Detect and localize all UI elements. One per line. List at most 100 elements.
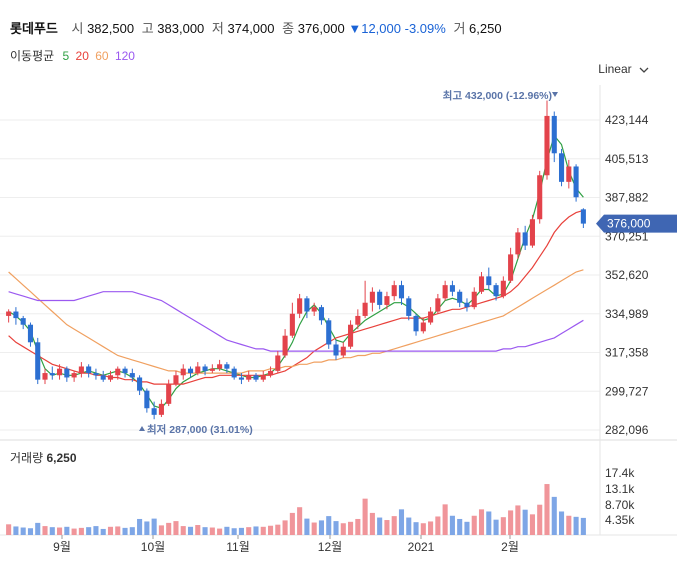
candle-body xyxy=(180,368,186,376)
y-tick-label: 282,096 xyxy=(605,423,649,437)
candle-body xyxy=(522,232,528,246)
volume-bar xyxy=(195,525,201,535)
volume-bar xyxy=(209,527,215,535)
candle-body xyxy=(442,285,448,299)
candle-body xyxy=(318,307,325,321)
ma-5-legend[interactable]: 5 xyxy=(62,49,70,63)
volume-bar xyxy=(166,522,172,535)
volume-bar xyxy=(202,527,208,535)
candle-body xyxy=(42,373,48,380)
candle-body xyxy=(282,335,288,356)
ma-120-legend[interactable]: 120 xyxy=(114,49,135,63)
volume-tick-label: 17.4k xyxy=(605,466,635,480)
volume-bar xyxy=(107,526,114,535)
ma-60-legend[interactable]: 60 xyxy=(95,49,109,63)
volume-title-value: 6,250 xyxy=(46,451,76,465)
volume-bar xyxy=(115,526,121,535)
volume-bar xyxy=(224,526,230,535)
volume-bar xyxy=(173,521,179,535)
candle-body xyxy=(391,285,397,297)
volume-tick-label: 13.1k xyxy=(605,482,635,496)
volume-bar xyxy=(566,515,572,535)
high-label: 고 xyxy=(141,21,154,36)
min-pointer-icon xyxy=(139,426,145,431)
candle-body xyxy=(35,342,41,380)
volume-bar xyxy=(522,509,528,535)
candle-body xyxy=(384,296,390,305)
candle-body xyxy=(406,298,412,316)
current-price-label: 376,000 xyxy=(607,217,651,231)
volume-bar xyxy=(57,527,63,535)
volume-bar xyxy=(289,512,295,535)
candle-body xyxy=(187,368,194,374)
candle-body xyxy=(151,408,157,415)
volume-tick-label: 8.70k xyxy=(605,498,635,512)
volume-bar xyxy=(20,527,26,535)
candle-body xyxy=(78,366,84,374)
candle-body xyxy=(398,285,405,299)
candle-body xyxy=(348,324,354,347)
ma-60-line xyxy=(8,269,584,374)
candle-body xyxy=(558,153,565,182)
volume-bar xyxy=(573,516,579,535)
ma-20-legend[interactable]: 20 xyxy=(75,49,89,63)
candle-body xyxy=(27,324,34,343)
candle-body xyxy=(231,368,237,378)
candle-body xyxy=(457,291,463,303)
candle-body xyxy=(267,370,274,376)
x-tick-label: 12월 xyxy=(318,540,342,554)
candle-body xyxy=(13,311,19,319)
high-value: 383,000 xyxy=(157,21,205,36)
volume-bar xyxy=(355,518,361,535)
volume-bar xyxy=(129,527,135,535)
volume-bar xyxy=(78,527,84,535)
volume-bar xyxy=(71,528,77,535)
volume-bar xyxy=(151,518,157,535)
candle-body xyxy=(304,298,310,312)
stock-header: 롯데푸드 시 382,500 고 383,000 저 374,000 종 376… xyxy=(10,18,502,37)
candle-body xyxy=(340,346,346,356)
candle-body xyxy=(566,166,572,182)
candle-body xyxy=(166,384,172,404)
volume-bar xyxy=(369,512,375,535)
low-label: 저 xyxy=(211,21,224,36)
x-tick-label: 10월 xyxy=(141,540,165,554)
y-tick-label: 352,620 xyxy=(605,268,649,282)
volume-bar xyxy=(558,511,565,535)
candle-body xyxy=(449,285,455,292)
volume-bar xyxy=(493,519,499,535)
close-label: 종 xyxy=(282,21,295,36)
volume-bar xyxy=(49,527,55,535)
close-value: 376,000 xyxy=(297,21,345,36)
volume-bar xyxy=(311,522,317,535)
volume-value: 6,250 xyxy=(469,21,502,36)
stock-name: 롯데푸드 xyxy=(10,21,58,36)
candle-body xyxy=(49,373,55,376)
candle-body xyxy=(297,298,303,314)
volume-bar xyxy=(413,522,419,535)
y-tick-label: 334,989 xyxy=(605,307,649,321)
candle-body xyxy=(20,318,26,325)
volume-bar xyxy=(348,521,354,535)
y-tick-label: 387,882 xyxy=(605,191,649,205)
candle-body xyxy=(420,322,426,332)
volume-bar xyxy=(13,526,19,535)
volume-bar xyxy=(420,523,426,535)
volume-bar xyxy=(508,510,514,535)
scale-dropdown[interactable]: Linear xyxy=(598,62,649,76)
volume-bar xyxy=(187,526,194,535)
candle-body xyxy=(209,368,215,371)
current-price-tag xyxy=(596,214,677,233)
candle-body xyxy=(580,209,586,224)
candle-body xyxy=(224,364,230,369)
volume-bar xyxy=(86,527,92,535)
candle-body xyxy=(115,368,121,376)
candle-body xyxy=(275,355,281,371)
volume-bar xyxy=(144,521,150,535)
volume-bar xyxy=(384,520,390,535)
moving-average-legend: 이동평균 5 20 60 120 xyxy=(10,47,138,64)
candle-body xyxy=(333,344,339,356)
volume-label: 거 xyxy=(453,21,466,36)
candle-body xyxy=(551,115,557,154)
